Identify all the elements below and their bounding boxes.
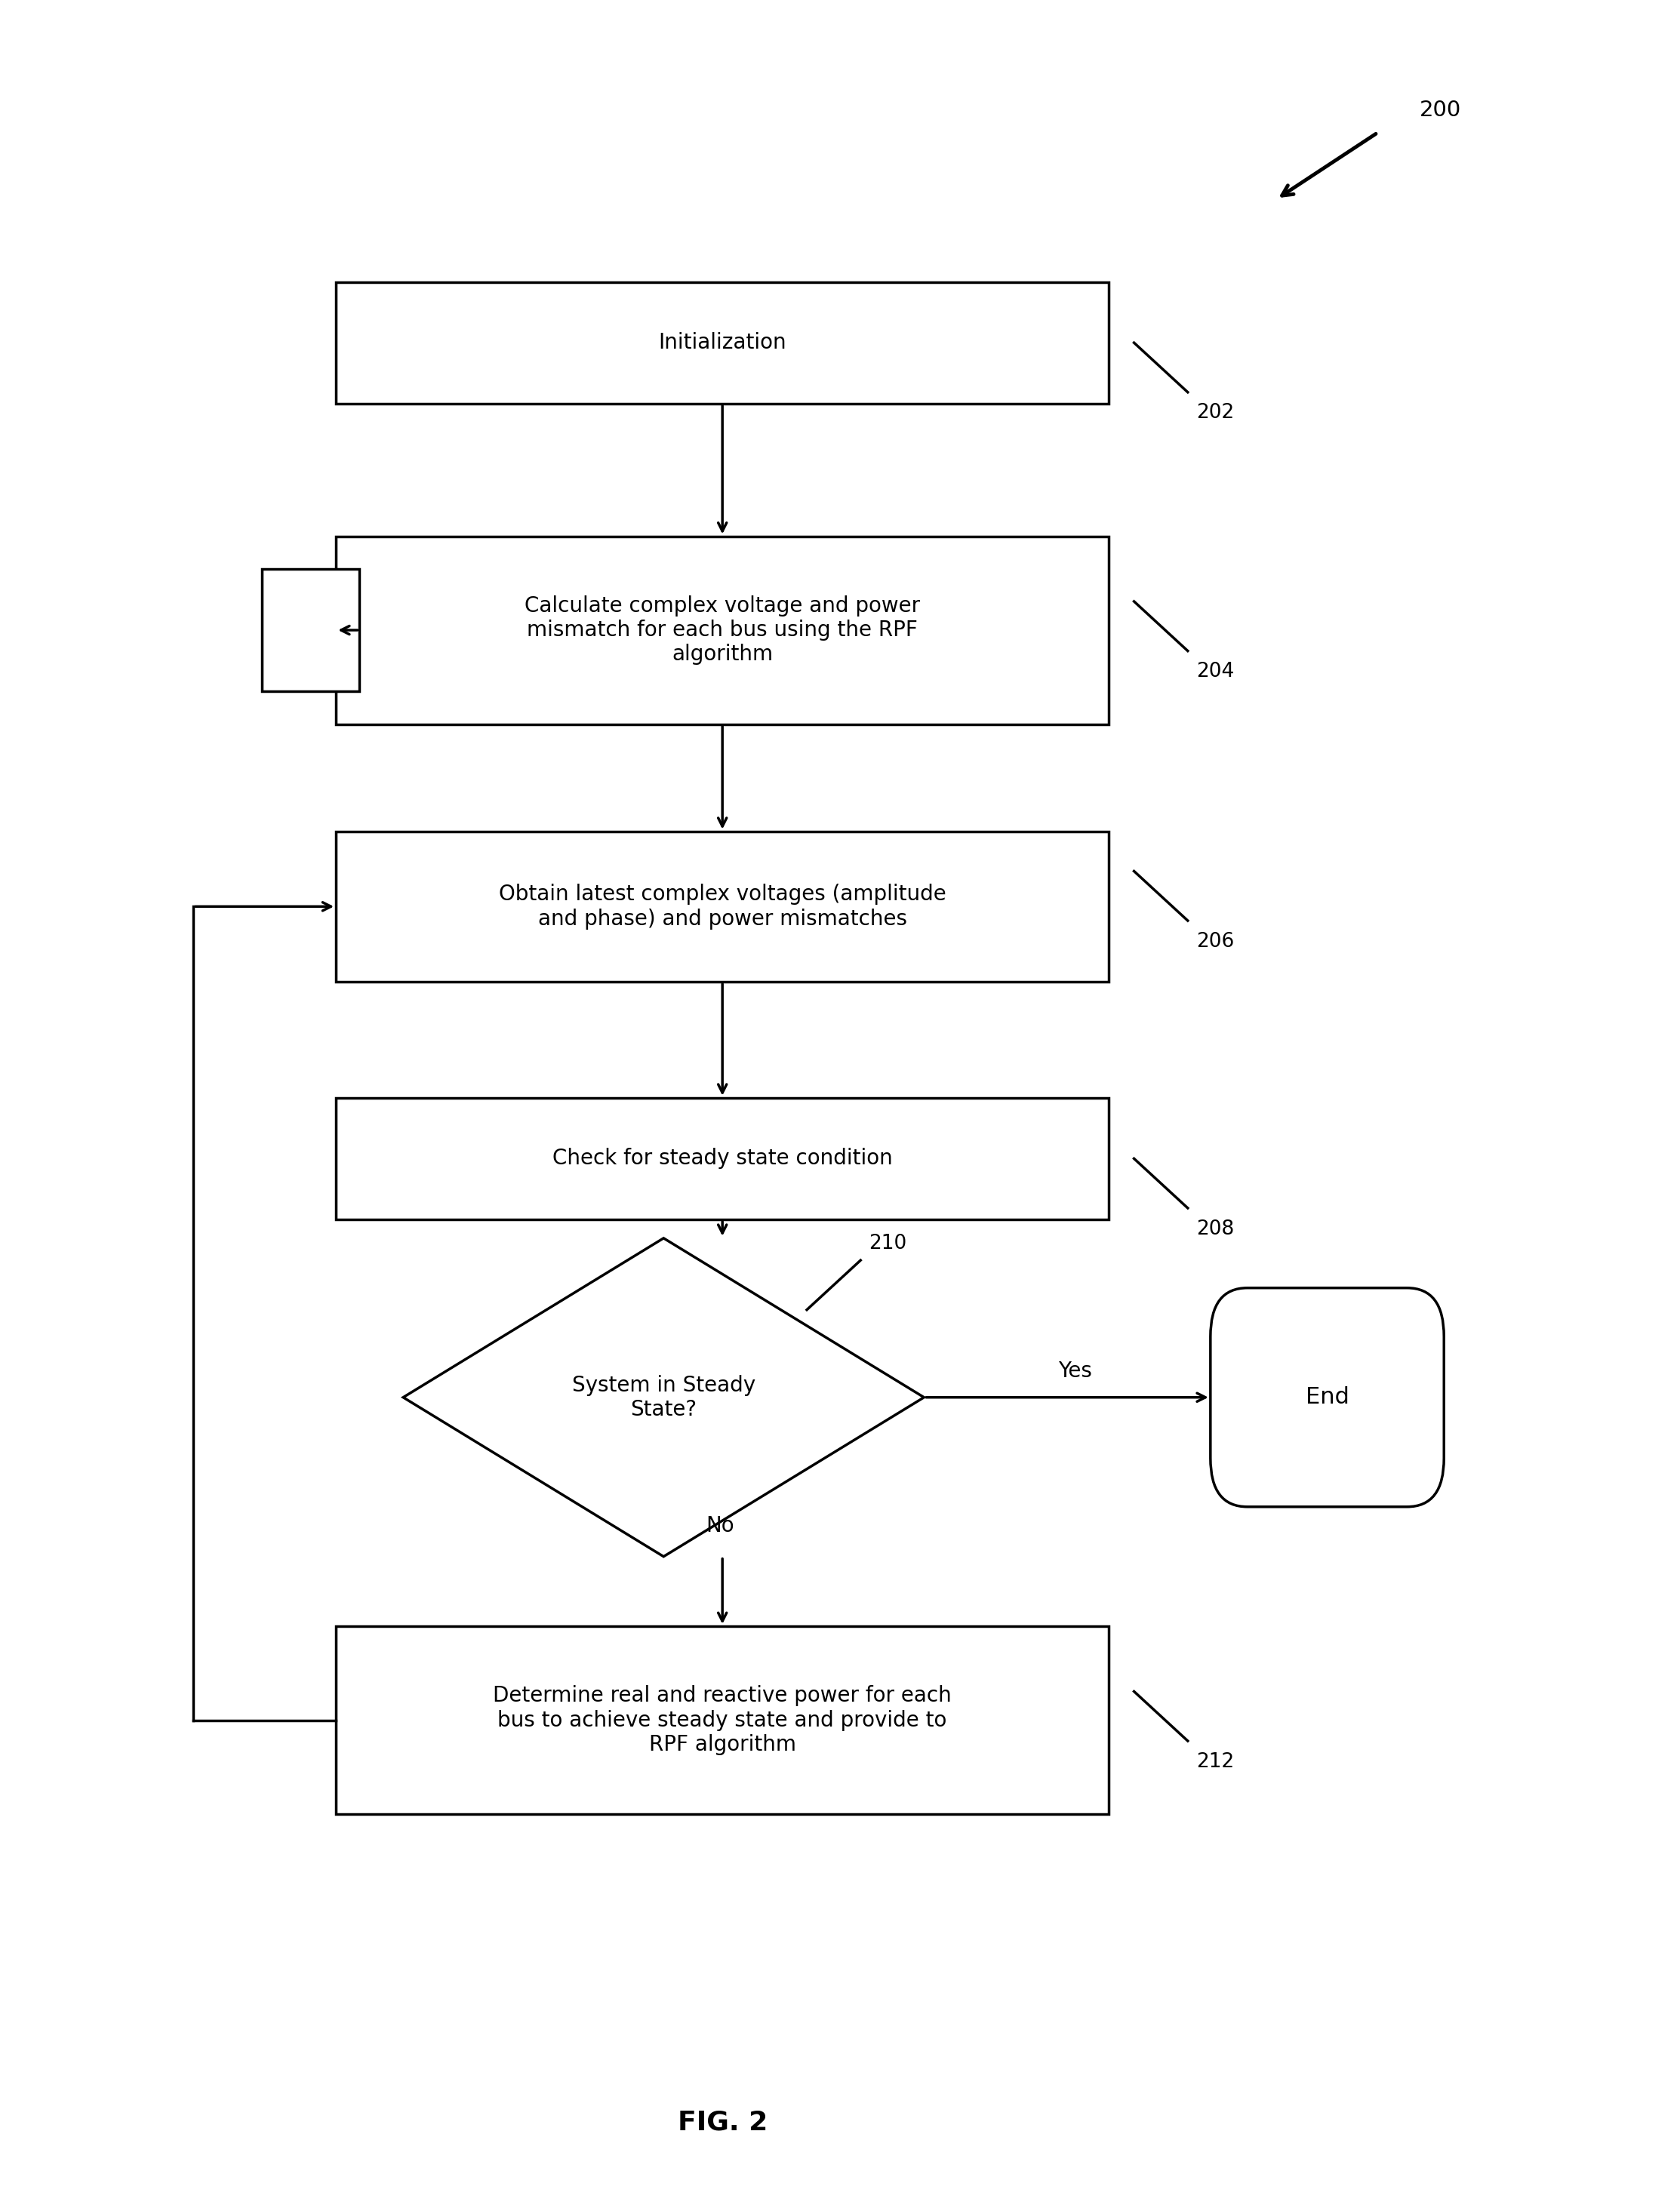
- FancyBboxPatch shape: [336, 281, 1109, 402]
- Text: 204: 204: [1196, 661, 1235, 681]
- Text: Determine real and reactive power for each
bus to achieve steady state and provi: Determine real and reactive power for ea…: [492, 1685, 953, 1756]
- FancyBboxPatch shape: [336, 537, 1109, 725]
- Text: No: No: [706, 1515, 734, 1537]
- Text: Yes: Yes: [1058, 1360, 1092, 1382]
- Polygon shape: [403, 1238, 924, 1557]
- Text: 212: 212: [1196, 1751, 1235, 1771]
- Text: 208: 208: [1196, 1218, 1235, 1238]
- Text: 200: 200: [1420, 99, 1462, 122]
- Text: FIG. 2: FIG. 2: [677, 2109, 768, 2136]
- FancyBboxPatch shape: [262, 568, 360, 690]
- Text: Calculate complex voltage and power
mismatch for each bus using the RPF
algorith: Calculate complex voltage and power mism…: [524, 595, 921, 666]
- Text: Check for steady state condition: Check for steady state condition: [553, 1148, 892, 1170]
- Text: 210: 210: [869, 1234, 907, 1254]
- Text: 202: 202: [1196, 402, 1235, 422]
- FancyBboxPatch shape: [336, 1099, 1109, 1220]
- Text: 206: 206: [1196, 931, 1235, 951]
- Text: System in Steady
State?: System in Steady State?: [571, 1375, 756, 1419]
- Text: Obtain latest complex voltages (amplitude
and phase) and power mismatches: Obtain latest complex voltages (amplitud…: [499, 884, 946, 929]
- FancyBboxPatch shape: [1210, 1287, 1445, 1508]
- Text: Initialization: Initialization: [659, 332, 786, 354]
- FancyBboxPatch shape: [336, 831, 1109, 982]
- Text: End: End: [1305, 1386, 1349, 1408]
- FancyBboxPatch shape: [336, 1627, 1109, 1813]
